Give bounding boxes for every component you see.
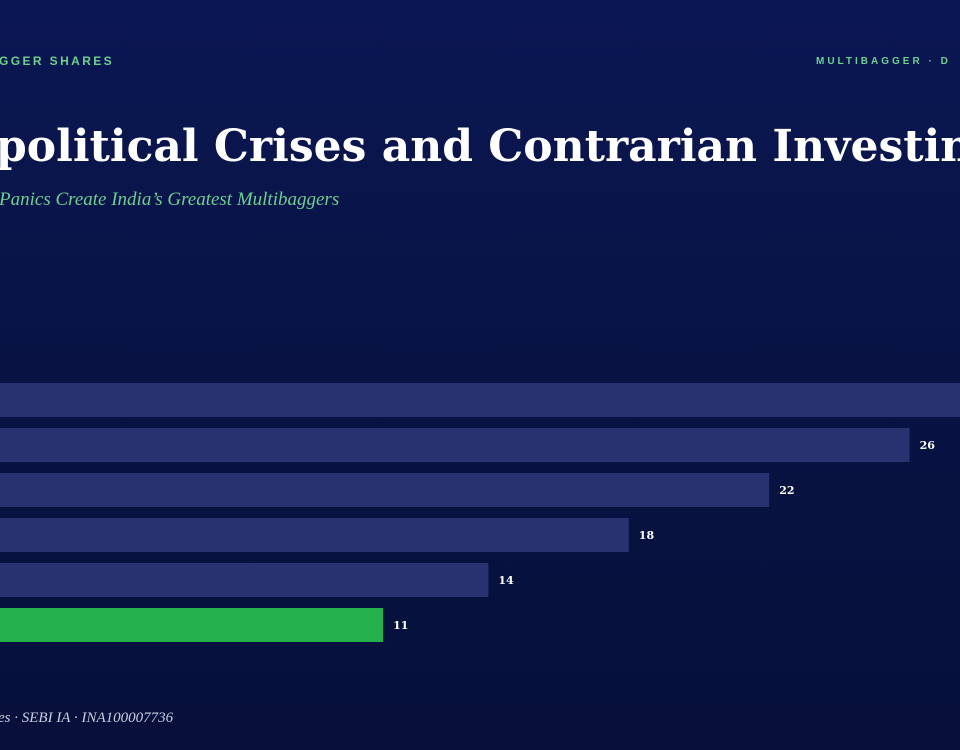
kicker-right: MULTIBAGGER · D <box>816 56 951 67</box>
value-label: 26 <box>920 439 936 452</box>
bar <box>0 563 489 597</box>
chart-title: political Crises and Contrarian Investin <box>0 121 960 172</box>
value-label: 11 <box>393 619 408 632</box>
bar <box>0 473 770 507</box>
footer: es · SEBI IA · INA100007736 <box>0 710 174 726</box>
bar <box>0 518 629 552</box>
bar <box>0 428 910 462</box>
bar-chart: 26 22 18 14 11 <box>0 383 960 642</box>
kicker-left: GGER SHARES <box>0 54 114 68</box>
bar <box>0 608 384 642</box>
value-label: 18 <box>639 529 655 542</box>
chart-subtitle: Panics Create India’s Greatest Multibagg… <box>0 189 339 210</box>
value-label: 14 <box>498 574 514 587</box>
bar <box>0 383 960 417</box>
value-label: 22 <box>779 484 794 497</box>
